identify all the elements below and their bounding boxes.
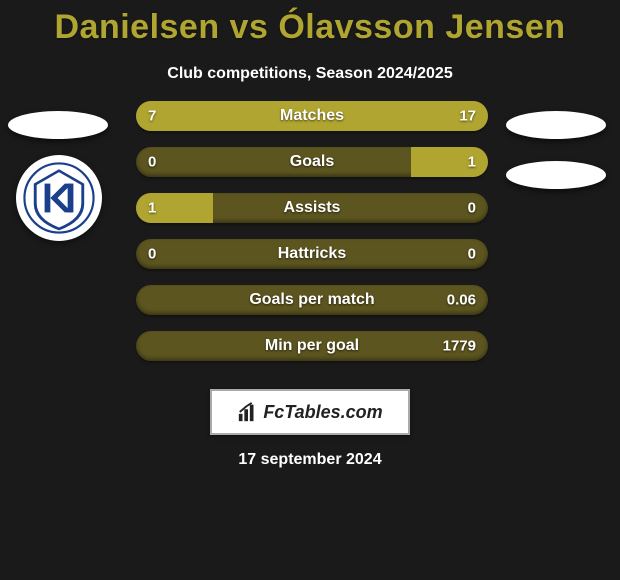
stat-label: Goals per match (249, 291, 374, 309)
stat-row: 7 17 Matches (136, 101, 488, 131)
stat-value-left: 7 (148, 108, 156, 125)
subtitle: Club competitions, Season 2024/2025 (0, 65, 620, 83)
stat-value-left: 0 (148, 154, 156, 171)
footer-brand-box: FcTables.com (210, 389, 410, 435)
player1-photo-placeholder (8, 111, 108, 139)
stat-value-left: 1 (148, 200, 156, 217)
stat-fill-right (238, 101, 488, 131)
stat-row: 1779 Min per goal (136, 331, 488, 361)
stat-label: Matches (280, 107, 344, 125)
stat-label: Assists (284, 199, 341, 217)
stat-value-right: 0.06 (447, 292, 476, 309)
stat-row: 0.06 Goals per match (136, 285, 488, 315)
stat-value-right: 17 (459, 108, 476, 125)
stat-label: Goals (290, 153, 334, 171)
player1-club-badge (16, 155, 102, 241)
stat-row: 0 0 Hattricks (136, 239, 488, 269)
stat-value-right: 1 (468, 154, 476, 171)
stat-label: Hattricks (278, 245, 346, 263)
footer-date: 17 september 2024 (0, 451, 620, 469)
page-title: Danielsen vs Ólavsson Jensen (0, 0, 620, 47)
player2-photo-placeholder (506, 111, 606, 139)
stat-value-right: 0 (468, 246, 476, 263)
club-badge-icon (23, 162, 95, 234)
stat-value-right: 1779 (443, 338, 476, 355)
comparison-area: 717Matches01Goals10Assists00Hattricks0.0… (0, 111, 620, 371)
player2-club-placeholder (506, 161, 606, 189)
stat-bars: 7 17 Matches 0 1 Goals 1 0 Assists 0 0 Hattricks 0.0… (136, 101, 488, 377)
footer-brand: FcTables.com (237, 401, 382, 423)
stat-row: 1 0 Assists (136, 193, 488, 223)
stat-value-left: 0 (148, 246, 156, 263)
stat-value-right: 0 (468, 200, 476, 217)
stat-label: Min per goal (265, 337, 359, 355)
stat-row: 0 1 Goals (136, 147, 488, 177)
stat-fill-right (411, 147, 488, 177)
footer-brand-label: FcTables.com (263, 402, 382, 423)
bars-icon (237, 401, 259, 423)
